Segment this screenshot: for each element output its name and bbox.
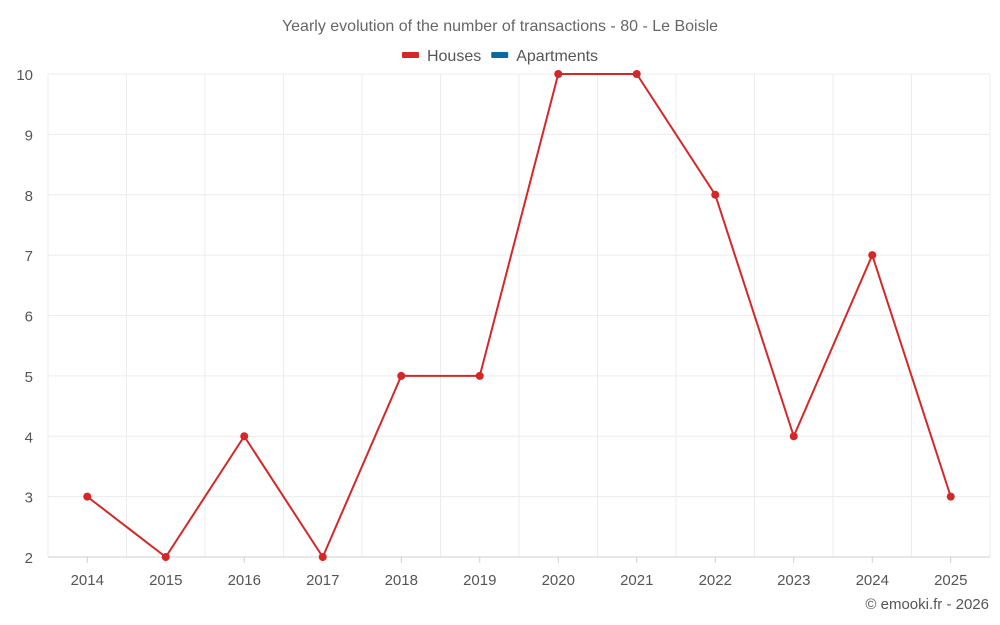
series-line-houses <box>86 73 952 558</box>
x-tick-label: 2020 <box>542 572 575 589</box>
x-tick-label: 2017 <box>306 572 339 589</box>
data-point[interactable] <box>946 492 955 501</box>
legend-item-houses[interactable]: Houses <box>401 48 481 65</box>
legend-swatch <box>491 52 509 58</box>
legend-swatch <box>401 52 419 58</box>
data-point[interactable] <box>318 553 327 561</box>
x-tick-label: 2014 <box>71 572 104 589</box>
x-tick-label: 2019 <box>463 572 496 589</box>
y-tick-label: 2 <box>25 550 33 567</box>
y-tick-label: 5 <box>25 369 33 386</box>
data-point[interactable] <box>711 190 720 199</box>
gridlines <box>47 73 991 558</box>
data-point[interactable] <box>240 432 249 441</box>
legend[interactable]: Houses Apartments <box>401 48 598 65</box>
y-tick-label: 3 <box>25 490 33 507</box>
y-tick-label: 8 <box>25 188 33 205</box>
credit-text: © emooki.fr - 2026 <box>865 596 989 613</box>
chart-title: Yearly evolution of the number of transa… <box>282 18 718 35</box>
x-axis: 2014 2015 2016 2017 2018 2019 2020 2021 2022 2023… <box>71 557 967 589</box>
legend-label: Houses <box>427 48 481 65</box>
y-axis: 2 3 4 5 6 7 8 9 10 <box>16 67 33 567</box>
data-point[interactable] <box>789 432 798 441</box>
legend-label: Apartments <box>516 48 598 65</box>
data-point[interactable] <box>161 553 170 561</box>
y-tick-label: 10 <box>16 67 33 84</box>
x-tick-label: 2024 <box>856 572 889 589</box>
y-tick-label: 6 <box>25 309 33 326</box>
x-tick-label: 2022 <box>699 572 732 589</box>
y-tick-label: 7 <box>25 248 33 265</box>
x-tick-label: 2016 <box>228 572 261 589</box>
y-tick-label: 9 <box>25 127 33 144</box>
data-point[interactable] <box>554 70 563 78</box>
x-tick-label: 2015 <box>149 572 182 589</box>
data-point[interactable] <box>632 70 641 78</box>
legend-item-apartments[interactable]: Apartments <box>491 48 598 65</box>
x-tick-label: 2025 <box>934 572 967 589</box>
x-tick-label: 2023 <box>777 572 810 589</box>
data-point[interactable] <box>397 371 406 380</box>
data-point[interactable] <box>868 251 877 260</box>
series-group <box>83 70 955 561</box>
x-tick-label: 2018 <box>385 572 418 589</box>
data-point[interactable] <box>83 492 92 501</box>
x-tick-label: 2021 <box>620 572 653 589</box>
data-point[interactable] <box>475 371 484 380</box>
y-tick-label: 4 <box>25 429 33 446</box>
